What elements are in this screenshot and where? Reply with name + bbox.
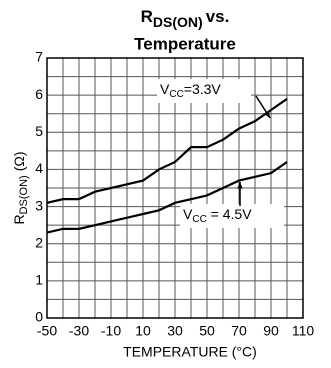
chart-title-line2: Temperature xyxy=(134,34,236,53)
arrow-head xyxy=(264,111,270,118)
y-label-text: (Ω) xyxy=(11,151,27,171)
legend-prefix: V xyxy=(183,206,193,222)
x-tick-label: 30 xyxy=(167,323,183,339)
y-tick-label: 4 xyxy=(35,160,43,176)
title-subscript: DS(ON) xyxy=(153,14,203,30)
y-axis-label: RDS(ON) (Ω) xyxy=(11,151,30,224)
y-tick-label: 5 xyxy=(35,123,43,139)
x-tick-label: 10 xyxy=(135,323,151,339)
x-tick-label: -50 xyxy=(37,323,57,339)
y-tick-label: 3 xyxy=(35,197,43,213)
legend-subscript: CC xyxy=(192,214,206,225)
title-symbol: R xyxy=(141,7,153,26)
y-tick-label: 6 xyxy=(35,86,43,102)
title-text: vs. xyxy=(206,7,230,26)
y-tick-label: 0 xyxy=(35,309,43,325)
plot-frame xyxy=(46,57,304,319)
x-tick-label: -30 xyxy=(69,323,89,339)
x-tick-label: 70 xyxy=(231,323,247,339)
legend-subscript: CC xyxy=(169,89,183,100)
legend-bg xyxy=(180,204,284,228)
x-axis-label: TEMPERATURE (°C) xyxy=(123,344,257,360)
y-label-subscript: DS(ON) xyxy=(18,175,30,214)
y-tick-label: 7 xyxy=(35,49,43,65)
x-tick-label: 90 xyxy=(263,323,279,339)
legend-text: =3.3V xyxy=(184,81,222,97)
y-tick-label: 1 xyxy=(35,272,43,288)
x-tick-label: 50 xyxy=(199,323,215,339)
chart-title: RDS(ON) vs. xyxy=(141,7,230,29)
y-label-symbol: R xyxy=(11,214,27,224)
y-tick-label: 2 xyxy=(35,234,43,250)
legend-text: = 4.5V xyxy=(207,206,252,222)
legend-bg xyxy=(157,79,251,103)
arrow-head xyxy=(237,182,243,189)
legend-label: VCC = 4.5V xyxy=(183,206,252,225)
data-line xyxy=(46,97,288,204)
legend-prefix: V xyxy=(160,81,170,97)
x-tick-label: 110 xyxy=(292,323,315,339)
x-tick-label: -10 xyxy=(101,323,121,339)
legend-label: VCC=3.3V xyxy=(160,81,221,100)
data-line xyxy=(46,161,288,234)
